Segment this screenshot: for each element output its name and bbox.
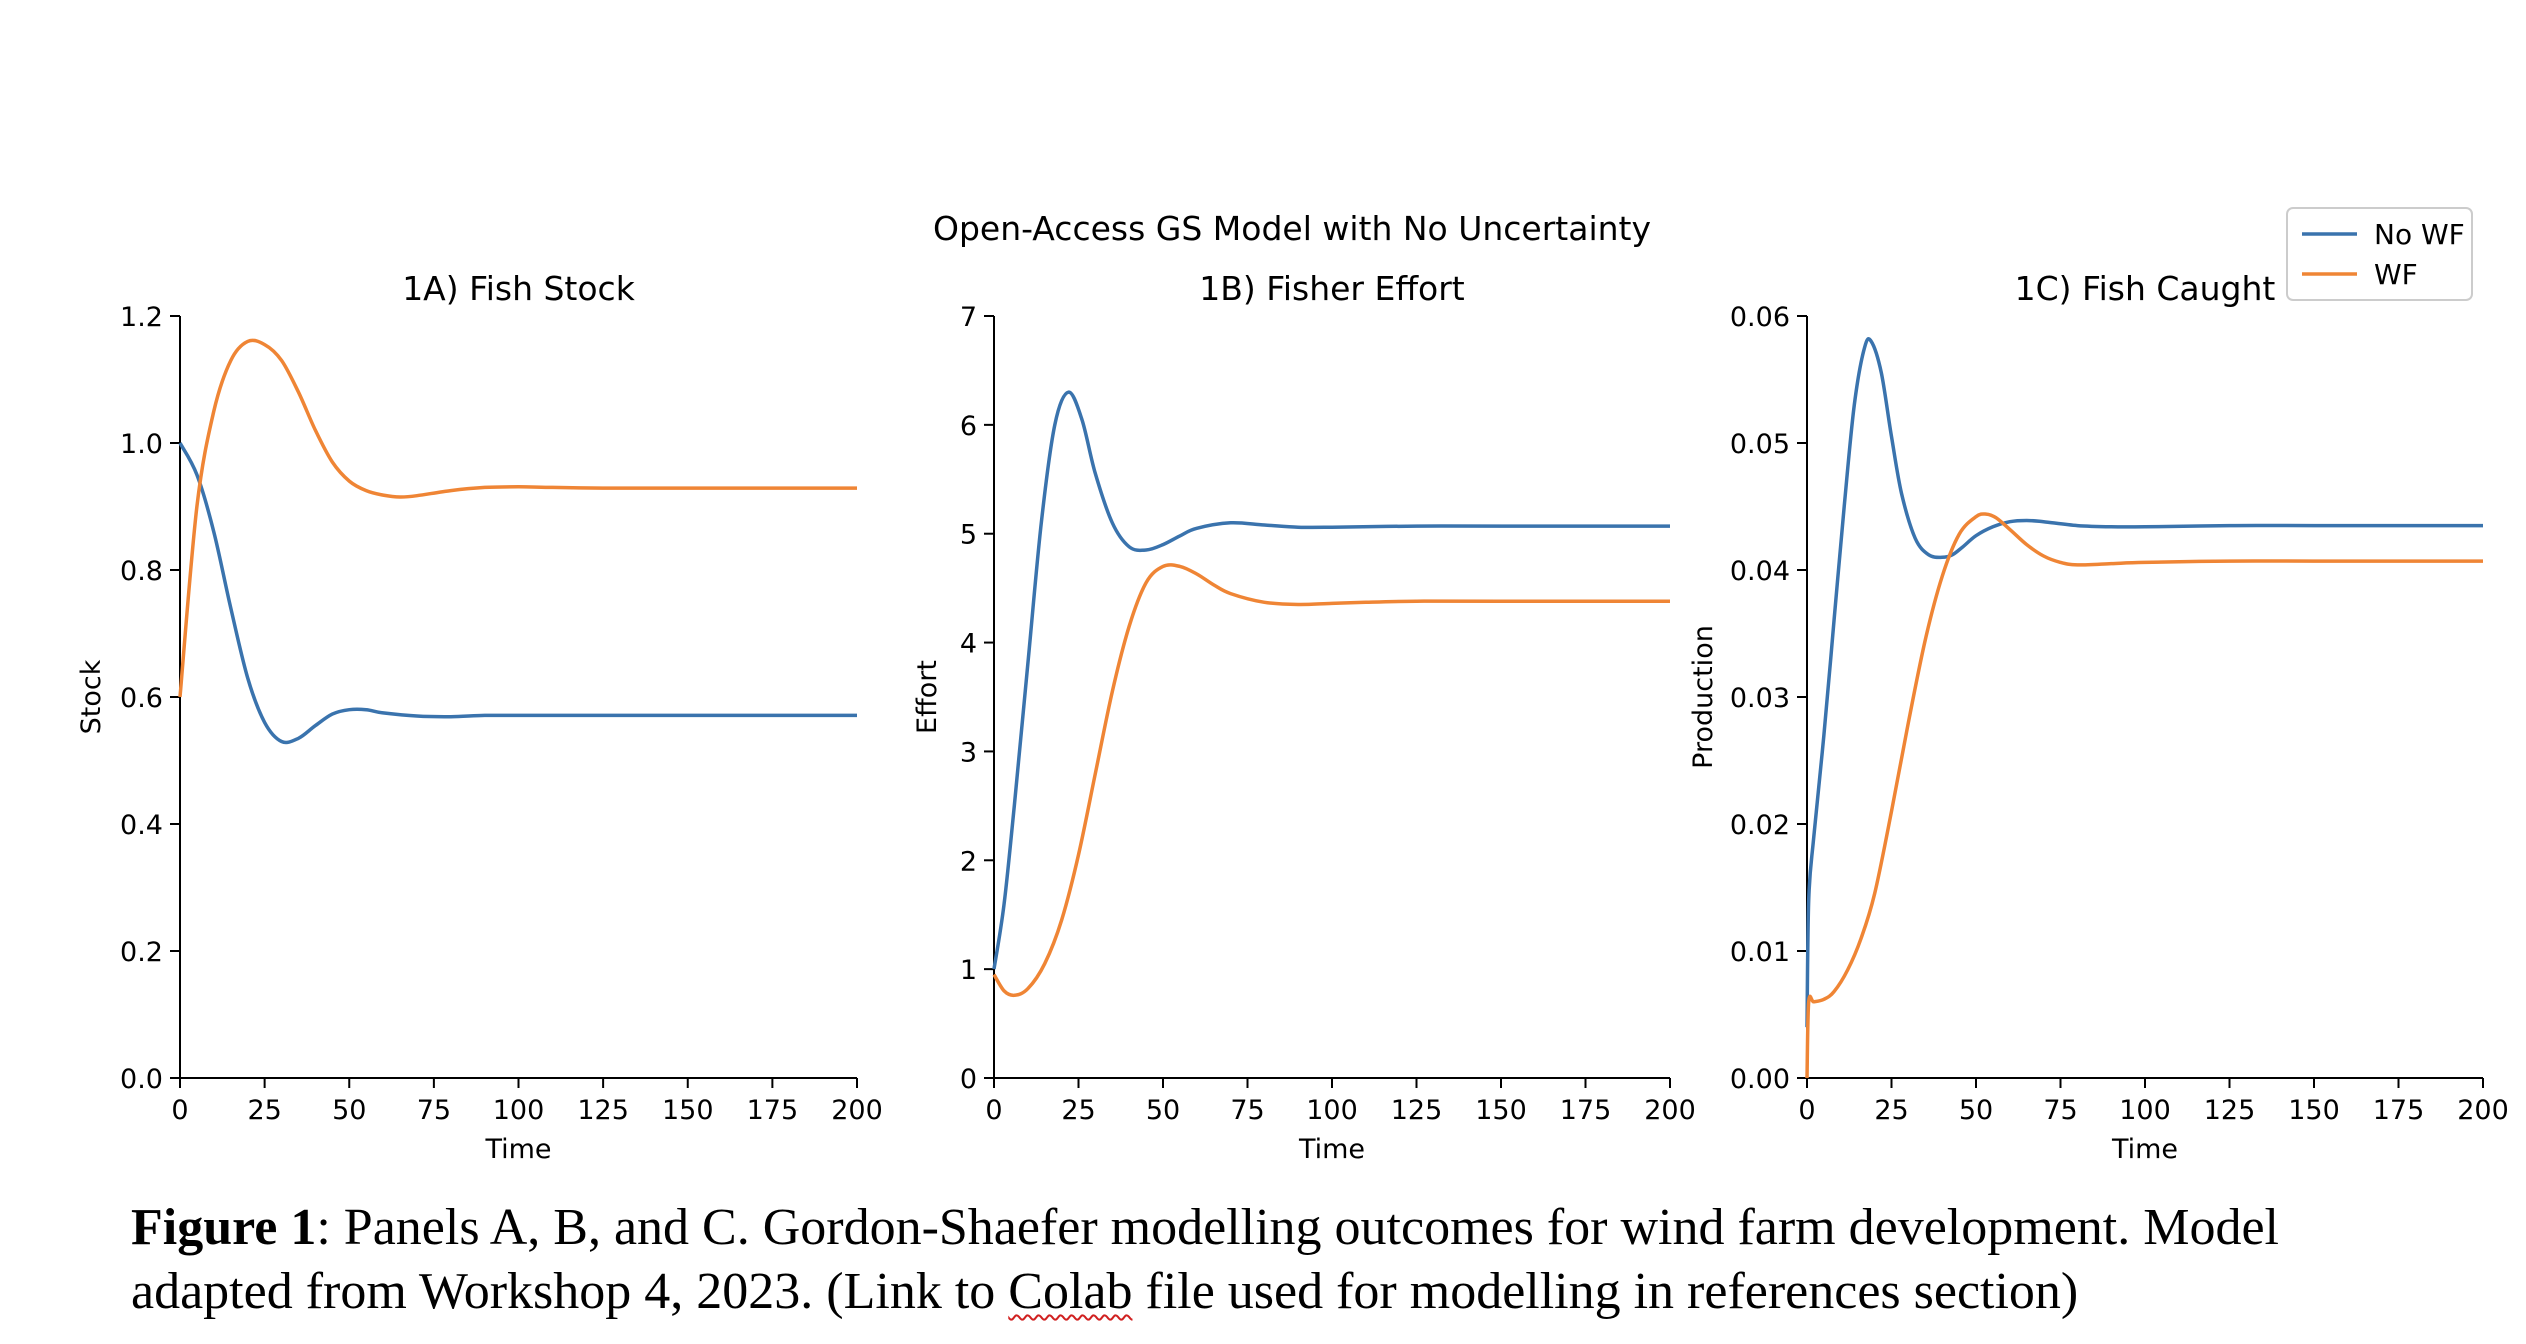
series-line-no-wf: [1805, 337, 2483, 1028]
chart-title: 1B) Fisher Effort: [1199, 269, 1465, 308]
figure-suptitle: Open-Access GS Model with No Uncertainty: [933, 209, 1651, 248]
x-tick-label: 50: [332, 1095, 366, 1126]
x-tick-label: 75: [417, 1095, 451, 1126]
y-tick-label: 5: [960, 520, 977, 551]
series-line-no-wf: [992, 390, 1670, 970]
x-tick-label: 0: [171, 1095, 188, 1126]
y-tick-label: 3: [960, 737, 977, 768]
y-tick-label: 0.2: [120, 937, 163, 968]
y-tick-label: 0.03: [1730, 683, 1790, 714]
x-axis-label: Time: [1298, 1134, 1365, 1165]
x-tick-label: 25: [1874, 1095, 1908, 1126]
y-tick-label: 0.8: [120, 556, 163, 587]
y-tick-label: 1.2: [120, 302, 163, 333]
y-tick-label: 4: [960, 629, 977, 660]
legend-frame: [2286, 207, 2473, 301]
x-tick-label: 25: [247, 1095, 281, 1126]
x-tick-label: 150: [1475, 1095, 1527, 1126]
x-tick-label: 75: [2043, 1095, 2077, 1126]
x-tick-label: 125: [577, 1095, 629, 1126]
y-tick-label: 0.04: [1730, 556, 1790, 587]
legend: No WF WF: [2286, 207, 2473, 301]
y-tick-label: 6: [960, 411, 977, 442]
x-tick-label: 200: [2457, 1095, 2509, 1126]
chart-title: 1C) Fish Caught: [2015, 269, 2276, 308]
x-tick-label: 0: [1798, 1095, 1815, 1126]
y-axis-label: Production: [1688, 625, 1719, 769]
x-tick-label: 200: [831, 1095, 883, 1126]
x-tick-label: 75: [1230, 1095, 1264, 1126]
series-line-wf: [178, 338, 857, 698]
x-tick-label: 125: [1391, 1095, 1443, 1126]
x-tick-label: 0: [985, 1095, 1002, 1126]
x-tick-label: 200: [1644, 1095, 1696, 1126]
x-axis-label: Time: [484, 1134, 551, 1165]
y-tick-label: 0.00: [1730, 1064, 1790, 1095]
y-tick-label: 2: [960, 846, 977, 877]
series-line-wf: [992, 563, 1670, 998]
caption-text-part1: : Panels A, B, and C. Gordon-Shaefer mod…: [131, 1199, 2279, 1320]
caption-link-word: Colab: [1008, 1263, 1133, 1320]
series-line-no-wf: [178, 442, 858, 745]
legend-label-no-wf: No WF: [2374, 218, 2465, 251]
y-tick-label: 0.6: [120, 683, 163, 714]
y-tick-label: 0: [960, 1064, 977, 1095]
panel-fish-stock: 1A) Fish Stock 0 25 50 75 100 125 150 175 200 0.0 0…: [76, 269, 883, 1165]
chart-title: 1A) Fish Stock: [402, 269, 636, 308]
x-tick-label: 50: [1146, 1095, 1180, 1126]
panel-fish-caught: 1C) Fish Caught 0 25 50 75 100 125 150 175 200 0.0…: [1688, 269, 2509, 1165]
y-axis-label: Effort: [912, 660, 943, 734]
y-tick-label: 0.05: [1730, 429, 1790, 460]
figure-caption: Figure 1: Panels A, B, and C. Gordon-Sha…: [131, 1196, 2431, 1324]
x-tick-label: 175: [1560, 1095, 1612, 1126]
caption-label: Figure 1: [131, 1199, 317, 1256]
y-tick-label: 0.06: [1730, 302, 1790, 333]
x-tick-label: 175: [747, 1095, 799, 1126]
x-axis-label: Time: [2111, 1134, 2178, 1165]
y-tick-label: 1: [960, 955, 977, 986]
y-tick-label: 0.01: [1730, 937, 1790, 968]
y-axis-label: Stock: [76, 659, 107, 734]
legend-label-wf: WF: [2374, 258, 2418, 291]
y-tick-label: 0.02: [1730, 810, 1790, 841]
y-tick-label: 1.0: [120, 429, 163, 460]
series-line-wf: [1805, 512, 2483, 1079]
x-tick-label: 100: [493, 1095, 545, 1126]
x-tick-label: 150: [2288, 1095, 2340, 1126]
x-tick-label: 125: [2204, 1095, 2256, 1126]
x-tick-label: 50: [1959, 1095, 1993, 1126]
x-tick-label: 100: [2119, 1095, 2171, 1126]
y-tick-label: 7: [960, 302, 977, 333]
y-tick-label: 0.0: [120, 1064, 163, 1095]
x-tick-label: 25: [1061, 1095, 1095, 1126]
x-tick-label: 150: [662, 1095, 714, 1126]
x-tick-label: 175: [2373, 1095, 2425, 1126]
y-tick-label: 0.4: [120, 810, 163, 841]
caption-text-part2: file used for modelling in references se…: [1132, 1263, 2079, 1320]
x-tick-label: 100: [1306, 1095, 1358, 1126]
